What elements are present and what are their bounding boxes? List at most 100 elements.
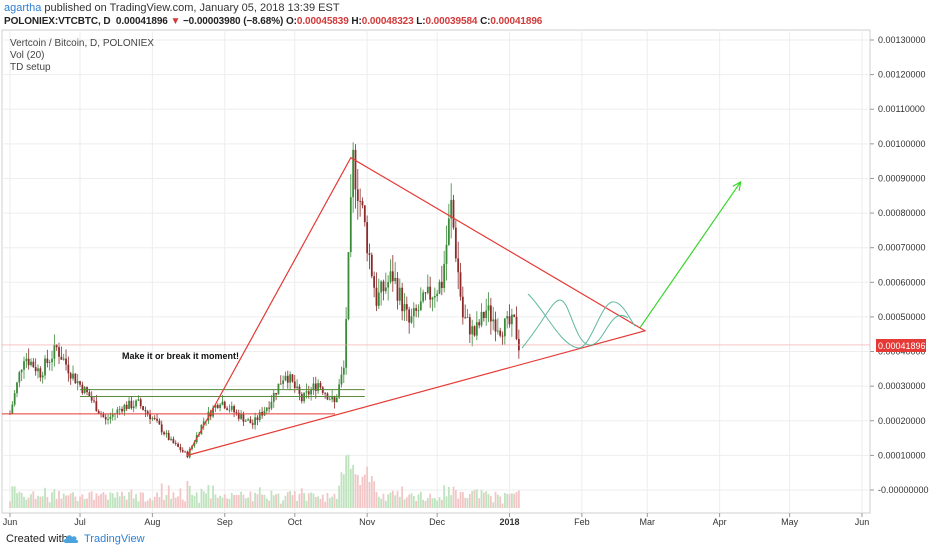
volume-bar	[510, 493, 513, 508]
candle-body	[296, 386, 299, 389]
volume-bar	[373, 481, 376, 508]
candle-body	[447, 218, 450, 245]
candle-body	[450, 200, 453, 219]
volume-bar	[506, 493, 509, 508]
volume-bar	[27, 497, 30, 508]
candle-body	[163, 432, 165, 435]
y-tick-label: 0.00070000	[878, 243, 926, 253]
candle-body	[149, 414, 151, 420]
time-axis[interactable]: Jun Jul Aug Sep Oct Nov Dec 2018 Feb Mar Apr May Jun	[3, 513, 870, 527]
volume-bar	[153, 496, 156, 508]
candle-body	[23, 361, 25, 370]
volume-bar	[25, 499, 28, 508]
volume-bar	[151, 500, 154, 508]
candle-body	[139, 399, 142, 407]
legend-vol: Vol (20)	[10, 50, 44, 61]
candle-body	[494, 319, 497, 332]
candle-body	[312, 383, 315, 390]
volume-bar	[359, 485, 362, 508]
volume-bar	[109, 492, 112, 508]
volume-bar	[228, 498, 231, 508]
volume-bar	[235, 494, 238, 508]
candle-body	[212, 407, 214, 417]
candle-body	[347, 252, 350, 320]
candle-body	[363, 205, 366, 223]
tradingview-brand[interactable]: TradingView	[84, 533, 145, 545]
plot-area[interactable]	[1, 29, 871, 514]
volume-bar	[366, 466, 369, 508]
candle-body	[501, 335, 504, 337]
annotation-text[interactable]: Make it or break it moment!	[122, 351, 239, 361]
candle-body	[109, 416, 112, 420]
candle-body	[93, 400, 95, 402]
y-tick-label: 0.00130000	[878, 35, 926, 45]
volume-bar	[212, 485, 214, 508]
volume-bar	[296, 501, 299, 508]
candle-body	[319, 383, 322, 388]
candle-body	[277, 383, 280, 395]
candle-body	[156, 418, 158, 421]
volume-bar	[55, 498, 58, 508]
y-tick-label: 0.00100000	[878, 139, 926, 149]
volume-bar	[37, 495, 39, 508]
candle-body	[361, 201, 364, 206]
volume-bar	[282, 500, 285, 508]
volume-bar	[328, 498, 331, 508]
candle-body	[331, 396, 334, 400]
author-link[interactable]: agartha	[4, 2, 42, 14]
volume-bar	[23, 496, 25, 508]
volume-bar	[226, 498, 228, 508]
volume-bar	[487, 494, 490, 508]
x-tick-label: Mar	[639, 517, 655, 527]
candle-body	[359, 200, 362, 202]
volume-bar	[200, 488, 203, 508]
low-label: L:	[416, 16, 426, 27]
volume-bars	[9, 454, 520, 508]
cloud-icon	[63, 535, 79, 543]
volume-bar	[79, 496, 81, 508]
candle-body	[123, 404, 126, 412]
volume-bar	[403, 499, 406, 508]
candle-body	[401, 287, 404, 312]
volume-bar	[149, 498, 151, 508]
candle-body	[48, 362, 51, 363]
volume-bar	[198, 502, 200, 508]
candle-body	[457, 258, 460, 273]
volume-bar	[165, 495, 168, 508]
volume-bar	[492, 502, 495, 508]
candle-body	[153, 417, 156, 419]
candle-body	[172, 438, 175, 444]
candle-body	[445, 244, 448, 264]
candle-body	[11, 404, 14, 414]
candle-body	[293, 381, 296, 389]
price-tag-label: 0.00041896	[878, 341, 926, 351]
candle-body	[485, 310, 488, 319]
volume-bar	[53, 489, 56, 508]
volume-bar	[478, 498, 481, 508]
price-axis[interactable]: 0.00130000 0.00120000 0.00110000 0.00100000…	[870, 35, 929, 495]
candle-body	[443, 263, 446, 288]
volume-bar	[338, 485, 341, 508]
candle-body	[221, 401, 224, 405]
wave-curve	[521, 299, 629, 349]
volume-bar	[258, 487, 261, 508]
candle-body	[102, 414, 105, 418]
volume-bar	[93, 499, 95, 508]
candle-body	[275, 393, 278, 395]
volume-bar	[16, 493, 18, 508]
candle-body	[328, 399, 331, 401]
volume-bar	[485, 491, 488, 508]
candle-body	[177, 443, 179, 447]
volume-bar	[342, 474, 345, 508]
volume-bar	[508, 494, 511, 508]
volume-bar	[88, 492, 91, 508]
volume-bar	[454, 489, 457, 508]
price-chart[interactable]: 0.00130000 0.00120000 0.00110000 0.00100000…	[0, 28, 932, 528]
volume-bar	[396, 491, 399, 508]
candle-body	[272, 393, 275, 402]
volume-bar	[431, 498, 434, 508]
candle-body	[403, 304, 406, 312]
candle-body	[396, 277, 399, 301]
candle-body	[279, 383, 282, 385]
volume-bar	[471, 491, 474, 508]
